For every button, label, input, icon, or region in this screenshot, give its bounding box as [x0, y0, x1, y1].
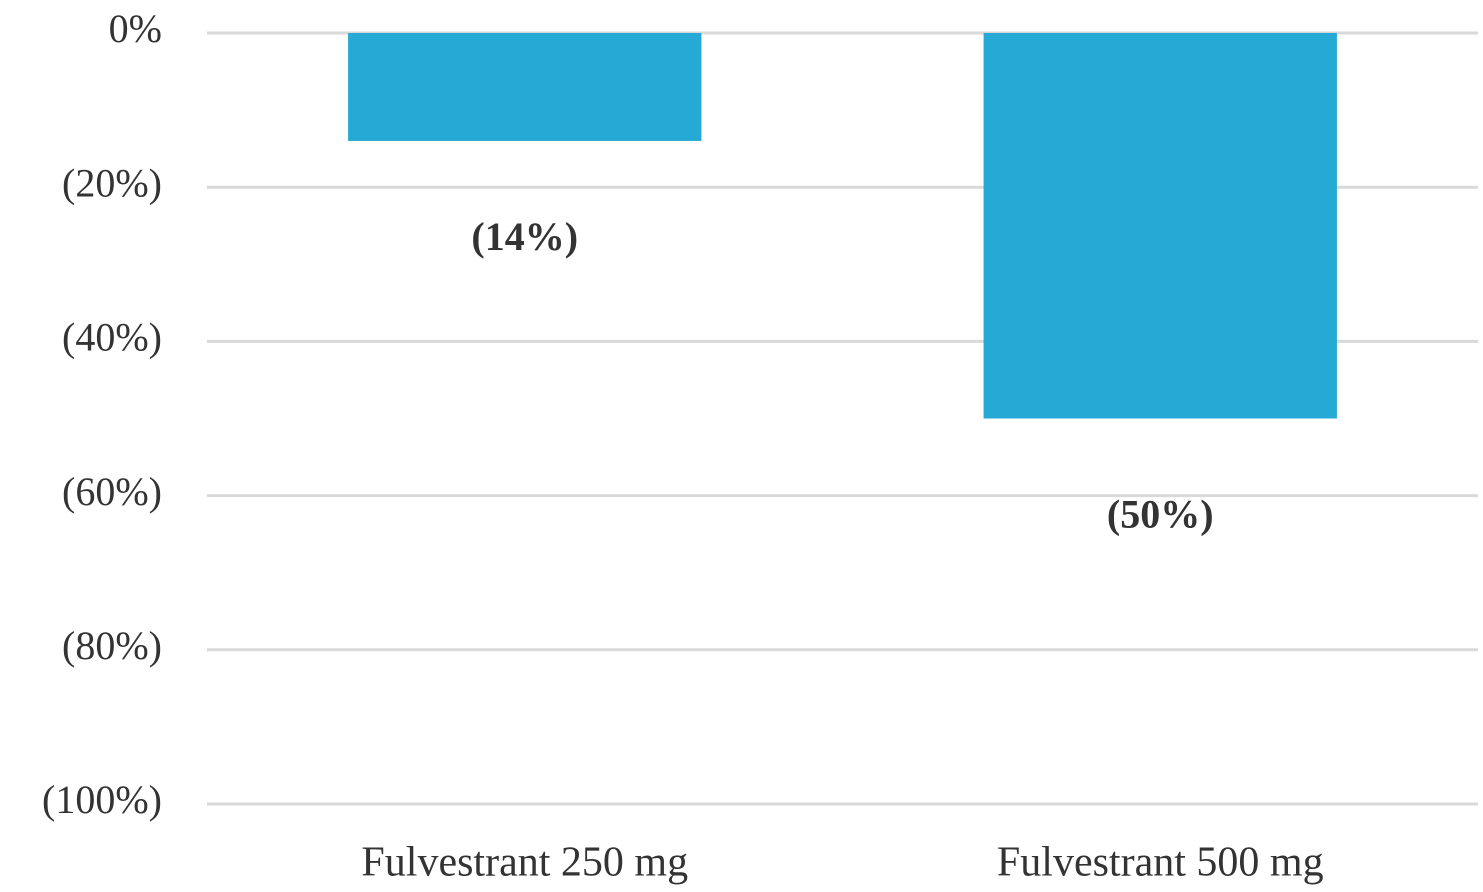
y-tick-label: (80%)	[62, 623, 162, 668]
bar	[348, 33, 702, 141]
y-tick-label: (100%)	[42, 777, 162, 822]
y-tick-label: (20%)	[62, 160, 162, 205]
y-tick-label: (60%)	[62, 469, 162, 514]
x-tick-label: Fulvestrant 500 mg	[997, 840, 1324, 886]
y-tick-label: (40%)	[62, 315, 162, 360]
bar	[983, 33, 1337, 419]
value-label: (14%)	[471, 214, 578, 259]
y-tick-label: 0%	[109, 6, 162, 51]
x-tick-label: Fulvestrant 250 mg	[361, 840, 688, 886]
value-label: (50%)	[1107, 492, 1214, 537]
